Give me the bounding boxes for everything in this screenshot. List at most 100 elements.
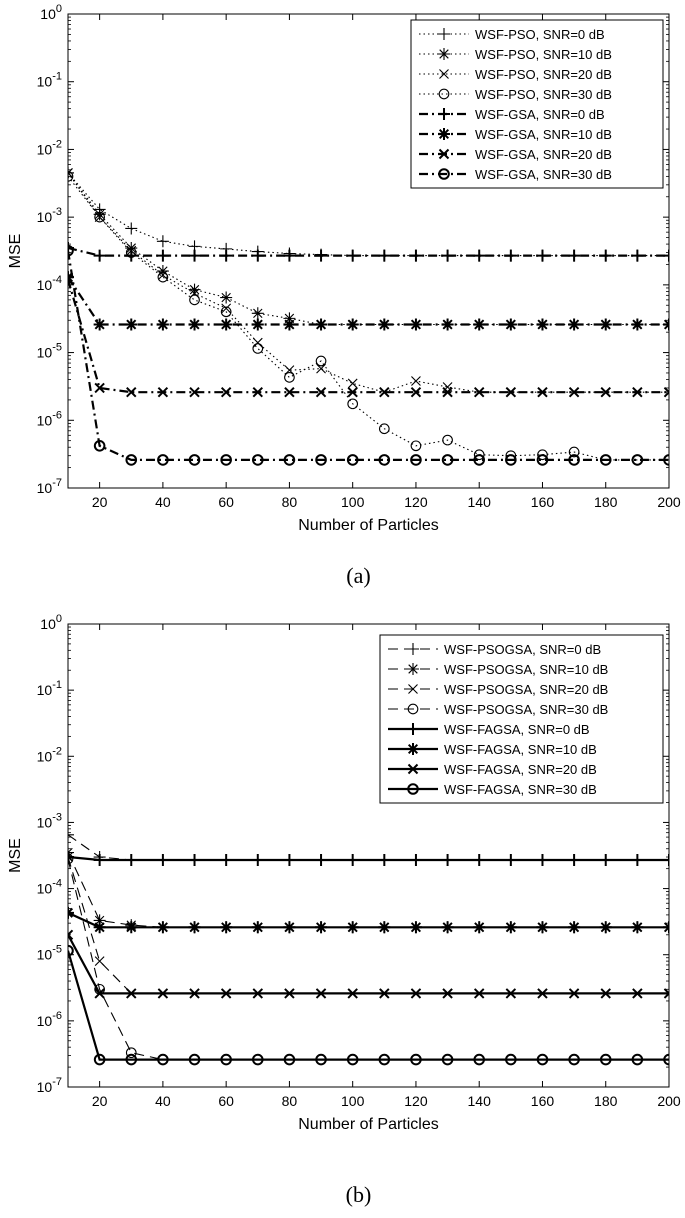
chart-b-data-point bbox=[473, 854, 486, 867]
chart-b-legend-marker bbox=[407, 703, 419, 715]
chart-a-data-point bbox=[189, 294, 200, 306]
chart-a-data-point bbox=[632, 386, 643, 398]
chart-a-data-point bbox=[252, 337, 263, 348]
chart-a-data-point bbox=[473, 449, 485, 461]
chart-b-data-point bbox=[220, 988, 232, 999]
chart-a-data-point bbox=[663, 318, 669, 331]
chart-a-data-point bbox=[504, 318, 517, 331]
chart-a-data-point bbox=[94, 212, 105, 223]
chart-b-legend-marker bbox=[407, 723, 419, 735]
chart-b-data-point bbox=[251, 1053, 264, 1066]
chart-a-xtick-label: 80 bbox=[282, 494, 298, 510]
chart-a-legend-marker bbox=[438, 128, 450, 140]
chart-b-data-point bbox=[188, 1053, 201, 1066]
chart-b-data-point bbox=[188, 854, 201, 867]
chart-a-data-point bbox=[663, 386, 669, 398]
chart-a-data-point bbox=[251, 454, 264, 466]
chart-a-data-point bbox=[410, 386, 422, 398]
chart-b-xtick-label: 100 bbox=[341, 1093, 365, 1109]
chart-b-data-point bbox=[346, 921, 359, 934]
chart-b-data-point bbox=[315, 1053, 327, 1066]
chart-b-xtick-label: 140 bbox=[468, 1093, 492, 1109]
chart-b-y-axis: 10-7 10-6 10-5 10-4 10-3 10-2 10-1 100 bbox=[37, 613, 669, 1095]
chart-b-data-point bbox=[251, 921, 264, 934]
chart-b-legend-marker bbox=[407, 643, 419, 655]
chart-b-data-point bbox=[378, 1053, 391, 1066]
chart-a-legend-label: WSF-GSA, SNR=0 dB bbox=[475, 107, 605, 122]
chart-b-legend-label: WSF-FAGSA, SNR=0 dB bbox=[444, 722, 590, 737]
chart-b-legend-label: WSF-FAGSA, SNR=20 dB bbox=[444, 762, 597, 777]
chart-b-legend-marker bbox=[407, 763, 419, 775]
chart-a-data-point bbox=[346, 318, 359, 331]
chart-a-data-point bbox=[220, 318, 233, 331]
chart-b-data-point bbox=[504, 854, 517, 867]
chart-a-legend-box bbox=[410, 19, 664, 189]
chart-a-data-point bbox=[474, 386, 485, 398]
chart-a-data-point bbox=[378, 249, 391, 262]
chart-b-data-point bbox=[631, 854, 644, 867]
chart-a-data-point bbox=[188, 454, 201, 466]
chart-b-data-point bbox=[663, 988, 669, 999]
chart-a-data-point bbox=[599, 318, 612, 331]
chart-a-data-point bbox=[411, 376, 421, 386]
chart-a-data-point bbox=[473, 318, 486, 331]
chart-a-data-point bbox=[315, 386, 327, 398]
chart-a-data-point bbox=[663, 454, 669, 466]
chart-a-xtick-label: 140 bbox=[468, 494, 492, 510]
chart-a-xtick-label: 100 bbox=[341, 494, 365, 510]
chart-a-data-point bbox=[599, 454, 612, 466]
chart-b-ytick-label: 10-7 bbox=[37, 1076, 62, 1095]
chart-a-data-point bbox=[631, 318, 644, 331]
chart-a-data-point bbox=[68, 171, 74, 182]
chart-b-data-point bbox=[93, 1053, 106, 1066]
chart-a-xtick-label: 20 bbox=[92, 494, 108, 510]
chart-b-xtick-label: 160 bbox=[531, 1093, 555, 1109]
chart-b-series-group bbox=[68, 828, 669, 1066]
chart-b-legend-label: WSF-PSOGSA, SNR=0 dB bbox=[444, 642, 601, 657]
chart-a-data-point bbox=[537, 386, 548, 398]
figure-a: 10-7 10-6 10-5 10-4 10-3 10-2 10-1 100 20 40 60 80 1… bbox=[0, 0, 685, 600]
chart-a-data-point bbox=[631, 249, 644, 262]
chart-b-data-point bbox=[125, 1047, 137, 1059]
chart-a-data-point bbox=[600, 386, 611, 398]
chart-a-data-point bbox=[631, 454, 644, 466]
chart-a-data-point bbox=[251, 318, 264, 331]
chart-a-ytick-label: 10-3 bbox=[37, 206, 62, 225]
chart-a-series-markers-6 bbox=[68, 271, 669, 331]
chart-a-data-point bbox=[220, 291, 233, 304]
chart-b-legend-marker bbox=[407, 743, 419, 755]
chart-a-data-point bbox=[378, 318, 391, 331]
chart-b-data-point bbox=[93, 921, 106, 934]
chart-a-data-point bbox=[94, 382, 105, 394]
chart-a-legend-label: WSF-GSA, SNR=30 dB bbox=[475, 167, 612, 182]
chart-b-data-point bbox=[568, 988, 580, 999]
chart-a-series-line-7 bbox=[68, 279, 669, 394]
chart-b-data-point bbox=[220, 1053, 232, 1066]
chart-a-data-point bbox=[126, 386, 137, 398]
chart-a-data-point bbox=[473, 454, 486, 466]
chart-a-data-point bbox=[346, 249, 359, 262]
chart-a-data-point bbox=[315, 454, 327, 466]
chart-b-series-markers-5 bbox=[68, 851, 669, 867]
chart-b-data-point bbox=[347, 988, 358, 999]
chart-b-legend-marker bbox=[407, 663, 419, 675]
chart-b-data-point bbox=[663, 921, 669, 934]
chart-b-data-point bbox=[188, 921, 201, 934]
chart-a-xtick-label: 60 bbox=[218, 494, 234, 510]
chart-b-legend-marker bbox=[407, 783, 419, 795]
chart-a-series-markers-5 bbox=[68, 242, 669, 262]
chart-b-data-point bbox=[442, 988, 453, 999]
chart-b-data-point bbox=[537, 988, 548, 999]
chart-a-data-point bbox=[125, 222, 138, 235]
chart-a-data-point bbox=[188, 318, 201, 331]
chart-a-data-point bbox=[284, 386, 295, 398]
chart-b-ylabel: MSE bbox=[7, 838, 24, 873]
chart-a-series-markers-7 bbox=[68, 274, 669, 398]
chart-a-legend-marker bbox=[438, 28, 450, 40]
chart-a-series-group bbox=[68, 166, 669, 466]
chart-a-x-axis: 20 40 60 80 100 120 140 160 180 200 bbox=[92, 14, 681, 510]
chart-b-legend-label: WSF-PSOGSA, SNR=30 dB bbox=[444, 702, 608, 717]
chart-a-data-point bbox=[251, 307, 264, 320]
chart-a-data-point bbox=[220, 306, 232, 318]
chart-b-ytick-label: 10-2 bbox=[37, 745, 62, 764]
